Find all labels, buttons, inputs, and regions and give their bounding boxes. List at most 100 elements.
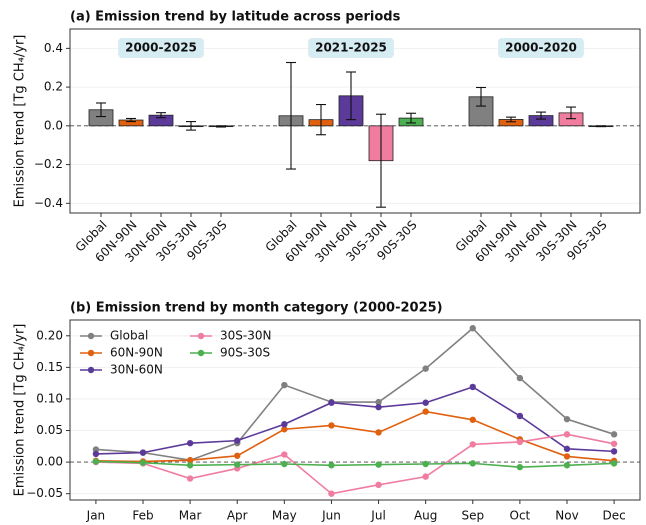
line (95, 433, 615, 495)
point (328, 462, 335, 469)
x-tick-label: Jul (370, 509, 385, 523)
point (234, 452, 241, 459)
point (563, 462, 571, 469)
x-tick-label: May (272, 509, 297, 523)
point (516, 463, 524, 471)
y-tick-label: −0.05 (26, 486, 63, 500)
point (375, 481, 382, 489)
legend-marker (197, 349, 205, 357)
point (469, 416, 476, 423)
point (375, 403, 382, 411)
point (375, 461, 382, 468)
point (186, 457, 194, 464)
point (139, 459, 147, 466)
point (92, 446, 100, 453)
point (281, 421, 288, 428)
point (610, 440, 618, 447)
point (92, 450, 100, 458)
point (422, 460, 429, 468)
point (281, 381, 288, 389)
legend-label: 30S-30N (220, 329, 271, 343)
point (422, 399, 429, 406)
x-tick-label: Aug (414, 509, 437, 523)
point (610, 431, 618, 438)
point (186, 475, 194, 482)
point (422, 473, 429, 480)
y-tick-label: 0.15 (36, 360, 63, 374)
point (563, 445, 571, 453)
legend-marker (197, 332, 205, 340)
group-label-box (118, 38, 204, 58)
chart-title: (b) Emission trend by month category (20… (70, 301, 443, 316)
y-tick-label: 0.00 (36, 455, 63, 469)
group-label-box (308, 38, 394, 58)
legend-marker (87, 366, 95, 374)
x-tick-label: Sep (461, 509, 484, 523)
point (469, 383, 476, 391)
point (563, 453, 571, 460)
point (186, 439, 194, 447)
y-tick-label: 0.0 (44, 118, 63, 132)
point (92, 458, 100, 465)
x-tick-label: Jan (86, 509, 106, 523)
point (375, 429, 382, 436)
point (139, 449, 147, 456)
point (186, 462, 194, 469)
y-tick-label: 0.05 (36, 423, 63, 437)
point (234, 461, 241, 468)
line (95, 460, 615, 468)
legend-marker (87, 332, 95, 340)
point (328, 490, 335, 497)
point (610, 448, 618, 455)
point (375, 398, 382, 406)
y-tick-label: −0.4 (34, 196, 63, 210)
x-tick-label: Nov (555, 509, 578, 523)
plot-frame (69, 28, 641, 214)
point (281, 460, 288, 468)
point (328, 422, 335, 429)
line (95, 327, 615, 462)
group-label: 2000-2020 (505, 41, 577, 55)
point (469, 441, 476, 448)
legend-marker (87, 349, 95, 357)
point (422, 408, 429, 415)
point (281, 451, 288, 458)
y-tick-label: 0.20 (36, 328, 63, 342)
legend-label: Global (110, 329, 148, 343)
y-tick-label: 0.4 (44, 41, 63, 55)
point (469, 460, 476, 467)
x-tick-label: Jun (321, 509, 341, 523)
x-tick-label: Apr (227, 509, 248, 523)
y-tick-label: 0.2 (44, 80, 63, 94)
legend-label: 30N-60N (110, 363, 163, 377)
point (234, 437, 241, 444)
x-tick-label: Oct (510, 509, 531, 523)
line (95, 410, 615, 463)
group-label: 2000-2025 (125, 41, 197, 55)
x-tick-label: Feb (132, 509, 153, 523)
legend-label: 60N-90N (110, 346, 163, 360)
group-label-box (498, 38, 584, 58)
group-label: 2021-2025 (315, 41, 387, 55)
point (563, 415, 571, 423)
point (281, 426, 288, 433)
y-axis-label: Emission trend [Tg CH₄/yr] (13, 35, 28, 208)
point (328, 399, 335, 406)
point (563, 431, 571, 438)
plot-frame (69, 319, 641, 501)
point (469, 325, 476, 332)
point (516, 438, 524, 446)
x-tick-label: Dec (602, 509, 625, 523)
y-tick-label: 0.10 (36, 391, 63, 405)
point (610, 460, 618, 467)
point (516, 374, 524, 382)
y-axis-label: Emission trend [Tg CH₄/yr] (13, 324, 28, 497)
chart-title: (a) Emission trend by latitude across pe… (70, 10, 401, 25)
point (422, 365, 429, 372)
y-tick-label: −0.2 (34, 157, 63, 171)
legend-label: 90S-30S (220, 346, 270, 360)
point (516, 412, 524, 420)
x-tick-label: Mar (179, 509, 202, 523)
line (95, 386, 615, 455)
